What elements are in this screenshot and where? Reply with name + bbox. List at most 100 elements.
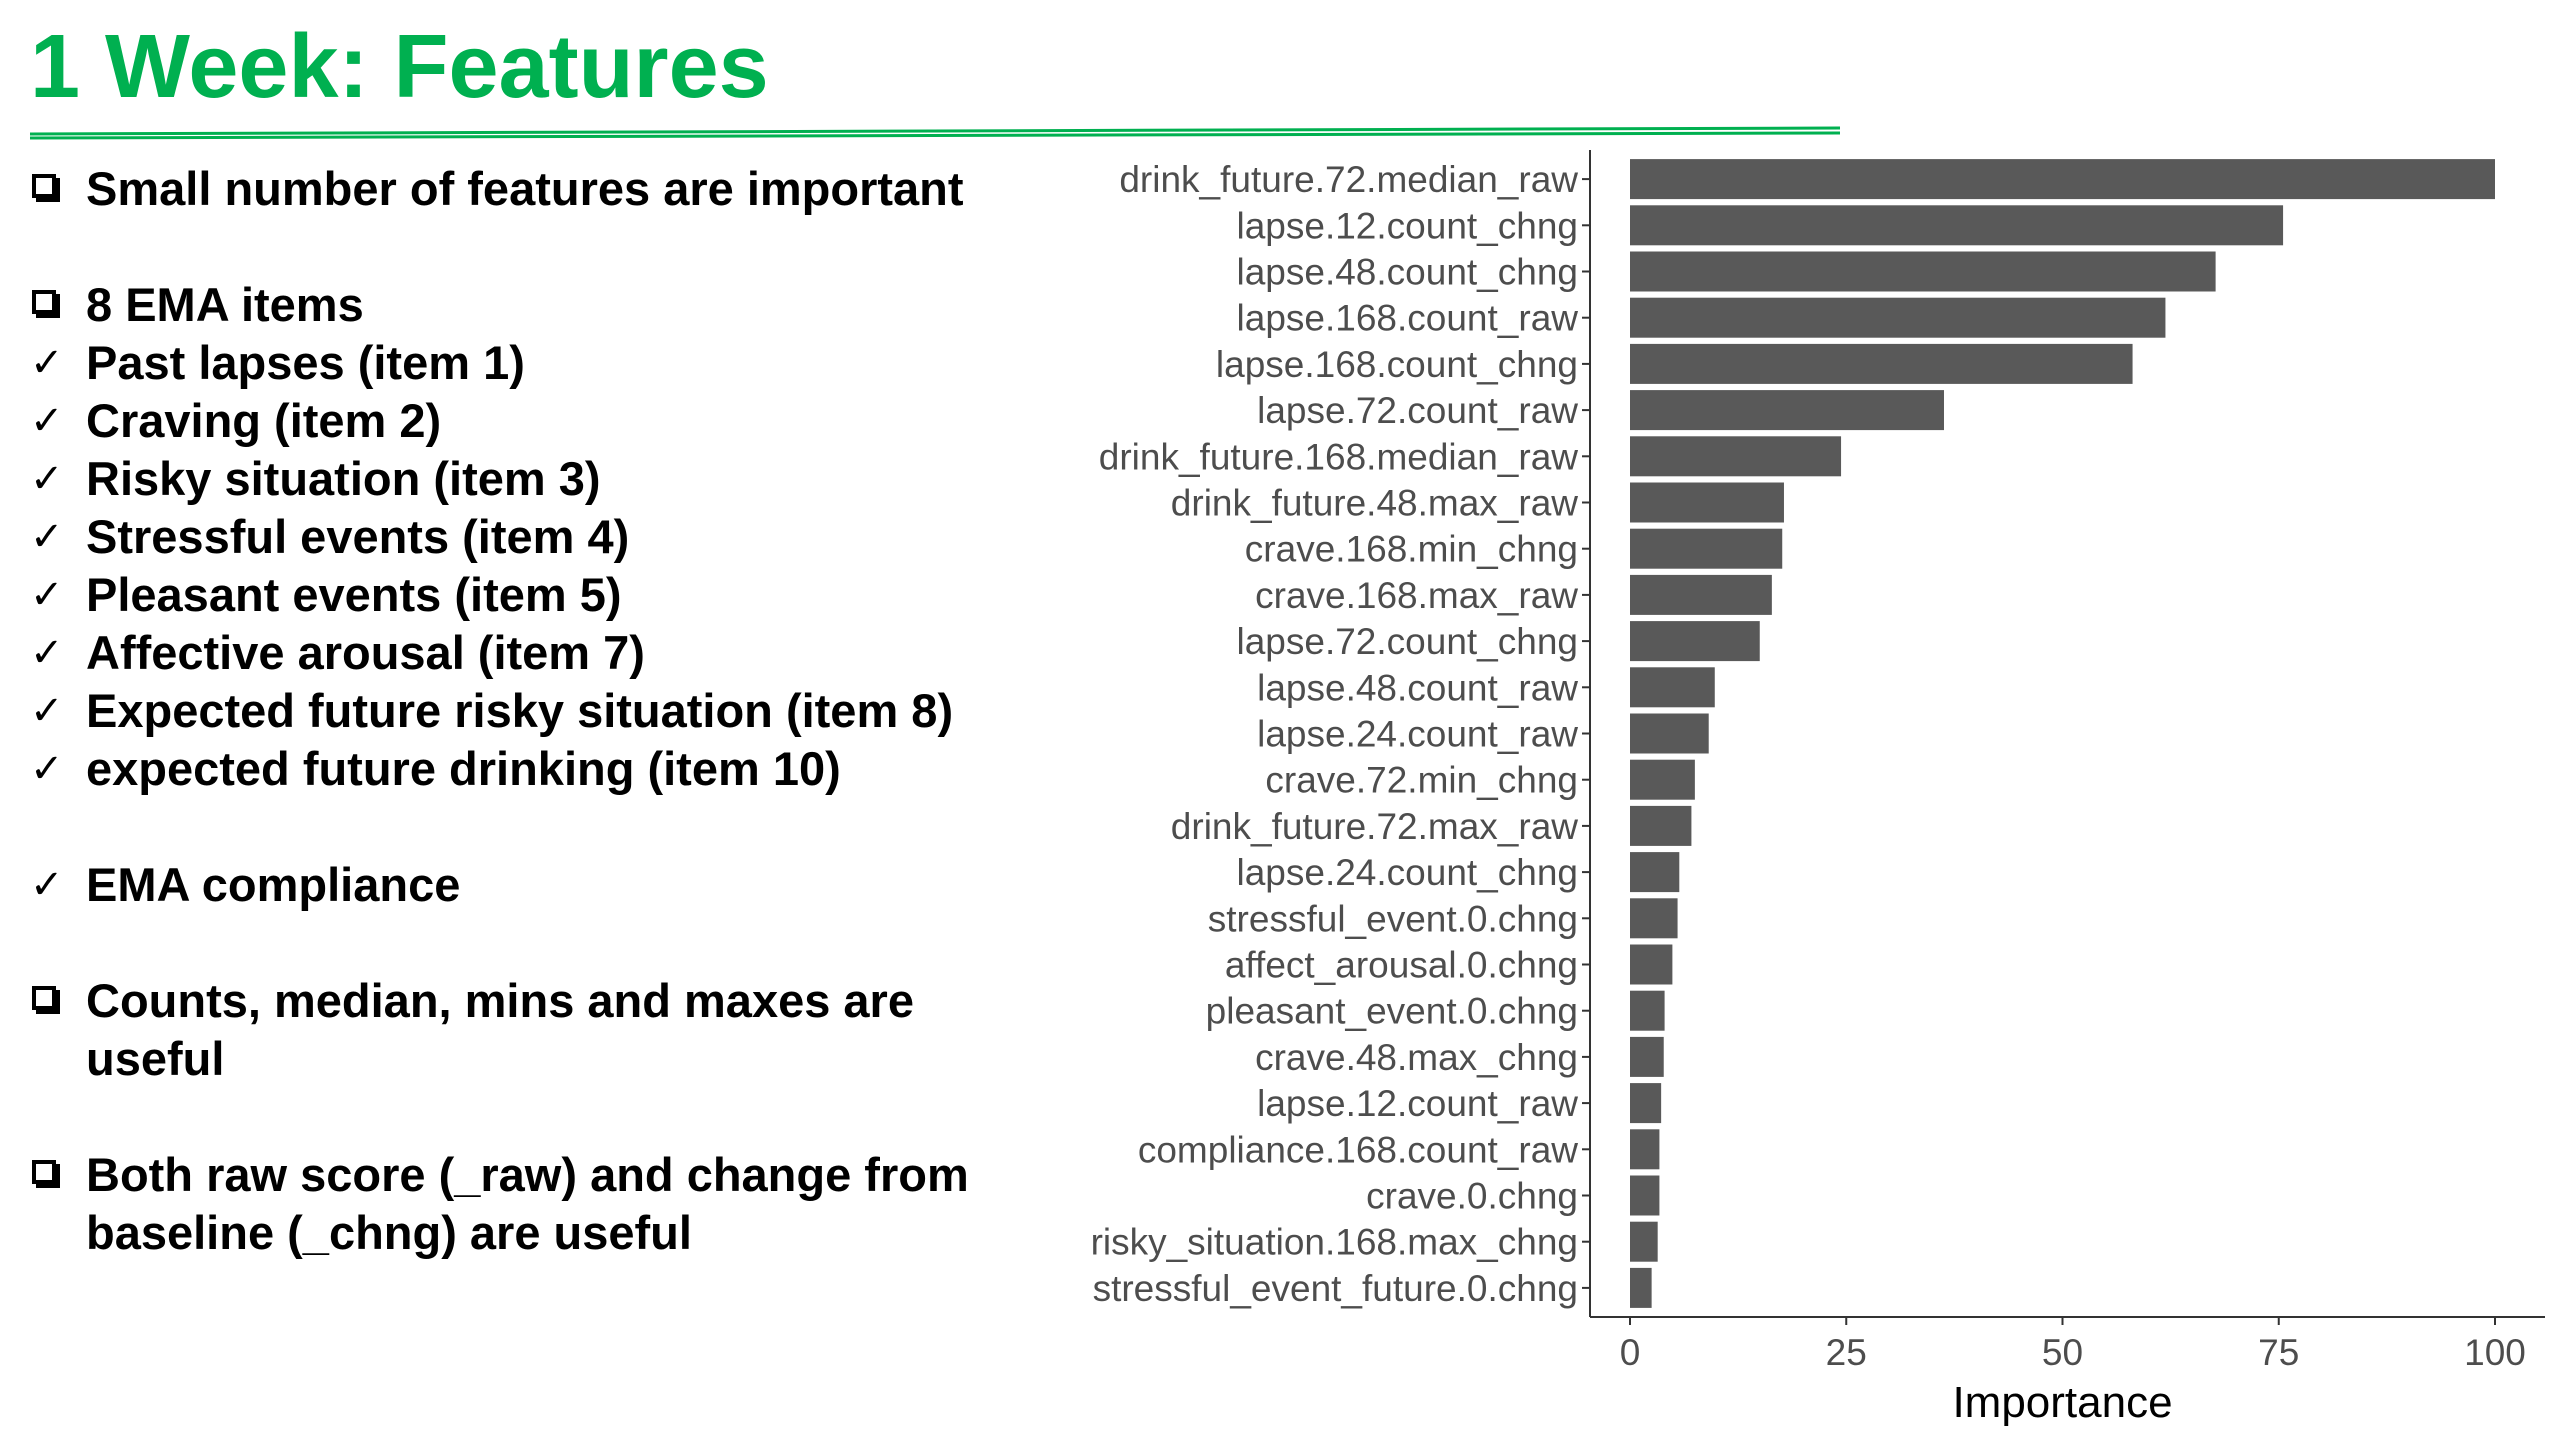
bar <box>1630 805 1692 846</box>
bar <box>1630 1036 1664 1077</box>
feature-importance-chart: drink_future.72.median_raw lapse.12.count… <box>1040 140 2550 1440</box>
y-tick-label: lapse.48.count_chng <box>1237 252 1579 293</box>
y-tick-label: lapse.24.count_chng <box>1237 852 1579 893</box>
bullet-text: Risky situation (item 3) <box>86 452 601 505</box>
bar <box>1630 852 1680 893</box>
x-axis-title: Importance <box>1952 1378 2172 1427</box>
check-item: ✓ Expected future risky situation (item 8… <box>28 682 1048 740</box>
bullet-list: Small number of features are important 8 … <box>28 160 1048 1262</box>
x-tick-label: 0 <box>1620 1332 1641 1373</box>
y-tick-label: stressful_event.0.chng <box>1208 898 1578 939</box>
bar <box>1630 759 1695 800</box>
bar <box>1630 621 1760 662</box>
bullet-text: EMA compliance <box>86 858 461 911</box>
bar <box>1630 1175 1660 1216</box>
bullet-text: Past lapses (item 1) <box>86 336 525 389</box>
y-tick-label: crave.48.max_chng <box>1255 1037 1578 1078</box>
y-tick-label: lapse.48.count_raw <box>1257 667 1578 708</box>
x-tick-label: 75 <box>2258 1332 2299 1373</box>
y-tick-label: stressful_event_future.0.chng <box>1093 1268 1578 1309</box>
bullet-text: Pleasant events (item 5) <box>86 568 622 621</box>
check-item: ✓ Craving (item 2) <box>28 392 1048 450</box>
title-underline <box>30 126 1840 140</box>
y-tick-label: crave.0.chng <box>1366 1176 1578 1217</box>
bar <box>1630 390 1944 431</box>
x-tick-label: 50 <box>2042 1332 2083 1373</box>
bar <box>1630 574 1772 615</box>
y-tick-label: drink_future.72.median_raw <box>1119 159 1578 200</box>
bar <box>1630 159 2495 200</box>
y-tick-label: affect_arousal.0.chng <box>1225 945 1578 986</box>
checkmark-icon: ✓ <box>30 688 64 734</box>
y-tick-label: drink_future.168.median_raw <box>1099 436 1579 477</box>
bar <box>1630 713 1709 754</box>
bullet-text: Expected future risky situation (item 8) <box>86 684 954 737</box>
x-tick-label: 100 <box>2464 1332 2526 1373</box>
bullet-item: 8 EMA items <box>28 276 1048 334</box>
checkmark-icon: ✓ <box>30 572 64 618</box>
bar <box>1630 1083 1662 1124</box>
y-tick-label: pleasant_event.0.chng <box>1206 991 1578 1032</box>
checkmark-icon: ✓ <box>30 630 64 676</box>
bar <box>1630 1129 1660 1170</box>
y-tick-label: crave.168.max_raw <box>1255 575 1578 616</box>
bar <box>1630 251 2216 292</box>
bullet-text: Small number of features are important <box>86 162 964 215</box>
bar <box>1630 528 1783 569</box>
y-tick-label: lapse.12.count_chng <box>1237 205 1579 246</box>
check-item: ✓ Past lapses (item 1) <box>28 334 1048 392</box>
y-tick-label: drink_future.72.max_raw <box>1171 806 1578 847</box>
x-tick-label: 25 <box>1826 1332 1867 1373</box>
bar <box>1630 205 2284 246</box>
check-item: ✓ expected future drinking (item 10) <box>28 740 1048 798</box>
bullet-text: Both raw score (_raw) and change from ba… <box>86 1148 969 1259</box>
checkmark-icon: ✓ <box>30 456 64 502</box>
bullet-item: Small number of features are important <box>28 160 1048 218</box>
bullet-spacer <box>28 914 1048 972</box>
y-tick-label: lapse.168.count_raw <box>1237 298 1579 339</box>
check-item: ✓ Pleasant events (item 5) <box>28 566 1048 624</box>
bullet-text: Counts, median, mins and maxes are usefu… <box>86 974 914 1085</box>
bullet-item: Both raw score (_raw) and change from ba… <box>28 1146 1048 1262</box>
y-tick-label: lapse.72.count_chng <box>1237 621 1579 662</box>
y-tick-label: lapse.168.count_chng <box>1216 344 1578 385</box>
check-item: ✓ Stressful events (item 4) <box>28 508 1048 566</box>
bar <box>1630 482 1784 523</box>
bar <box>1630 898 1678 939</box>
bar <box>1630 436 1842 477</box>
y-tick-label: lapse.72.count_raw <box>1257 390 1578 431</box>
check-item: ✓ EMA compliance <box>28 856 1048 914</box>
bar <box>1630 667 1715 708</box>
bullet-item: Counts, median, mins and maxes are usefu… <box>28 972 1048 1088</box>
bar <box>1630 990 1665 1031</box>
bar <box>1630 1221 1658 1262</box>
y-tick-label: crave.168.min_chng <box>1245 529 1578 570</box>
bullet-text: Craving (item 2) <box>86 394 442 447</box>
bar <box>1630 343 2133 384</box>
y-tick-label: lapse.24.count_raw <box>1257 714 1578 755</box>
bullet-text: Stressful events (item 4) <box>86 510 630 563</box>
bullet-text: expected future drinking (item 10) <box>86 742 841 795</box>
checkmark-icon: ✓ <box>30 862 64 908</box>
y-tick-label: lapse.12.count_raw <box>1257 1083 1578 1124</box>
bullet-text: Affective arousal (item 7) <box>86 626 645 679</box>
y-tick-label: crave.72.min_chng <box>1265 760 1578 801</box>
check-item: ✓ Affective arousal (item 7) <box>28 624 1048 682</box>
y-tick-label: drink_future.48.max_raw <box>1171 483 1578 524</box>
bar <box>1630 944 1673 985</box>
y-tick-label: risky_situation.168.max_chng <box>1091 1222 1578 1263</box>
bullet-text: 8 EMA items <box>86 278 364 331</box>
chart-svg: drink_future.72.median_raw lapse.12.count… <box>1091 150 2545 1427</box>
checkmark-icon: ✓ <box>30 514 64 560</box>
checkmark-icon: ✓ <box>30 340 64 386</box>
checkmark-icon: ✓ <box>30 746 64 792</box>
bullet-spacer <box>28 218 1048 276</box>
y-tick-label: compliance.168.count_raw <box>1138 1129 1578 1170</box>
check-item: ✓ Risky situation (item 3) <box>28 450 1048 508</box>
bar <box>1630 1267 1652 1308</box>
checkmark-icon: ✓ <box>30 398 64 444</box>
bullet-spacer <box>28 798 1048 856</box>
page-title: 1 Week: Features <box>30 17 769 117</box>
bar <box>1630 297 2166 338</box>
bullet-spacer <box>28 1088 1048 1146</box>
